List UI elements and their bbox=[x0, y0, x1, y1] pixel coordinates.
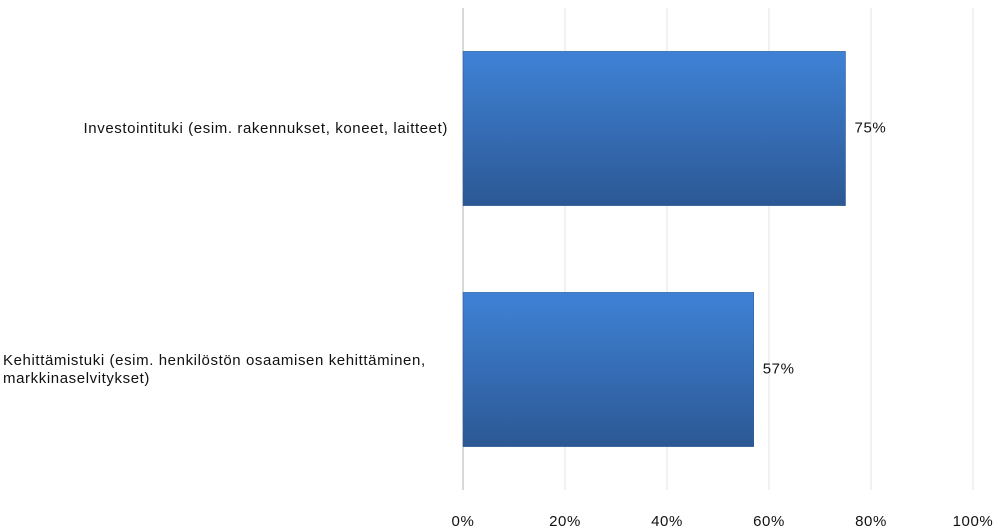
category-text: Kehittämistuki (esim. henkilöstön osaami… bbox=[3, 351, 426, 387]
x-tick-label: 100% bbox=[953, 513, 994, 530]
y-tick-label: Kehittämistuki (esim. henkilöstön osaami… bbox=[3, 352, 448, 388]
x-tick-label: 60% bbox=[753, 513, 785, 530]
y-tick-label: Investointituki (esim. rakennukset, kone… bbox=[3, 120, 448, 138]
x-tick-label: 80% bbox=[855, 513, 887, 530]
data-label: 75% bbox=[855, 119, 887, 136]
bar bbox=[462, 292, 754, 447]
data-label: 57% bbox=[763, 360, 795, 377]
category-text: Investointituki (esim. rakennukset, kone… bbox=[83, 119, 448, 137]
bar bbox=[462, 51, 846, 206]
x-tick-label: 20% bbox=[549, 513, 581, 530]
x-tick-label: 0% bbox=[452, 513, 475, 530]
x-tick-label: 40% bbox=[651, 513, 683, 530]
